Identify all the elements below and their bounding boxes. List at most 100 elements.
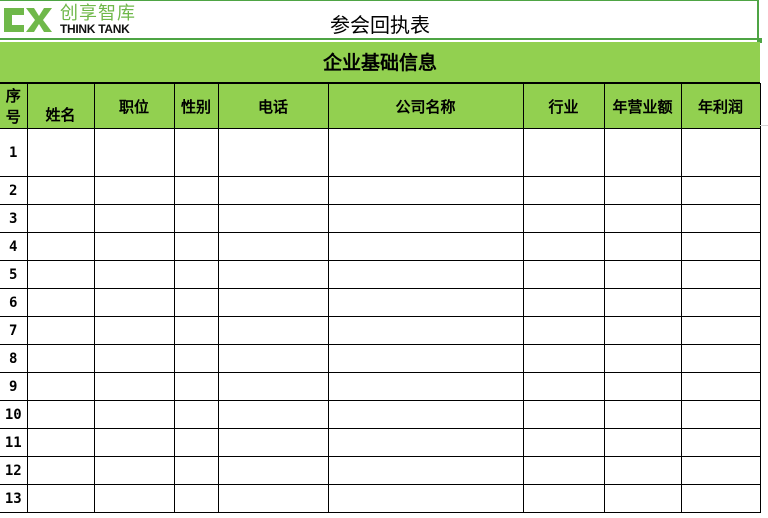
column-header[interactable]: 年利润 bbox=[680, 83, 761, 129]
table-cell[interactable] bbox=[327, 372, 524, 401]
table-cell[interactable] bbox=[327, 260, 524, 289]
table-cell[interactable] bbox=[522, 288, 605, 317]
table-cell[interactable] bbox=[217, 344, 329, 373]
table-cell[interactable] bbox=[327, 428, 524, 457]
table-cell[interactable] bbox=[327, 456, 524, 485]
table-cell[interactable] bbox=[603, 456, 682, 485]
table-cell[interactable] bbox=[217, 204, 329, 233]
table-cell[interactable] bbox=[217, 428, 329, 457]
column-header[interactable]: 行业 bbox=[522, 83, 605, 129]
table-cell[interactable] bbox=[217, 400, 329, 429]
table-cell[interactable] bbox=[93, 128, 175, 177]
column-header[interactable]: 公司名称 bbox=[327, 83, 524, 129]
table-cell[interactable] bbox=[680, 288, 761, 317]
row-number[interactable]: 10 bbox=[0, 400, 28, 429]
table-cell[interactable] bbox=[26, 456, 95, 485]
table-cell[interactable] bbox=[603, 316, 682, 345]
table-cell[interactable] bbox=[93, 400, 175, 429]
table-cell[interactable] bbox=[173, 400, 219, 429]
table-cell[interactable] bbox=[173, 316, 219, 345]
table-cell[interactable] bbox=[522, 316, 605, 345]
table-cell[interactable] bbox=[93, 484, 175, 513]
table-cell[interactable] bbox=[173, 344, 219, 373]
title-cell[interactable]: 创享智库 THINK TANK 参会回执表 bbox=[0, 0, 759, 40]
table-cell[interactable] bbox=[680, 204, 761, 233]
table-cell[interactable] bbox=[603, 128, 682, 177]
table-cell[interactable] bbox=[680, 344, 761, 373]
table-cell[interactable] bbox=[327, 176, 524, 205]
table-cell[interactable] bbox=[173, 288, 219, 317]
column-header[interactable]: 序号 bbox=[0, 83, 28, 129]
table-cell[interactable] bbox=[173, 428, 219, 457]
table-cell[interactable] bbox=[603, 400, 682, 429]
table-cell[interactable] bbox=[173, 128, 219, 177]
table-cell[interactable] bbox=[93, 176, 175, 205]
table-cell[interactable] bbox=[680, 456, 761, 485]
table-cell[interactable] bbox=[26, 400, 95, 429]
table-cell[interactable] bbox=[680, 428, 761, 457]
row-number[interactable]: 9 bbox=[0, 372, 28, 401]
row-number[interactable]: 5 bbox=[0, 260, 28, 289]
table-cell[interactable] bbox=[327, 288, 524, 317]
row-number[interactable]: 3 bbox=[0, 204, 28, 233]
column-header[interactable]: 年营业额 bbox=[603, 83, 682, 129]
table-cell[interactable] bbox=[522, 344, 605, 373]
table-cell[interactable] bbox=[217, 176, 329, 205]
table-cell[interactable] bbox=[26, 372, 95, 401]
table-cell[interactable] bbox=[680, 400, 761, 429]
table-cell[interactable] bbox=[680, 260, 761, 289]
table-cell[interactable] bbox=[217, 232, 329, 261]
table-cell[interactable] bbox=[26, 484, 95, 513]
table-cell[interactable] bbox=[93, 428, 175, 457]
table-cell[interactable] bbox=[26, 344, 95, 373]
table-cell[interactable] bbox=[327, 232, 524, 261]
table-cell[interactable] bbox=[327, 484, 524, 513]
table-cell[interactable] bbox=[522, 456, 605, 485]
section-title[interactable]: 企业基础信息 bbox=[0, 42, 760, 83]
row-number[interactable]: 13 bbox=[0, 484, 28, 513]
table-cell[interactable] bbox=[522, 400, 605, 429]
table-cell[interactable] bbox=[327, 316, 524, 345]
table-cell[interactable] bbox=[217, 484, 329, 513]
row-number[interactable]: 12 bbox=[0, 456, 28, 485]
table-cell[interactable] bbox=[217, 288, 329, 317]
table-cell[interactable] bbox=[93, 232, 175, 261]
table-cell[interactable] bbox=[217, 372, 329, 401]
table-cell[interactable] bbox=[173, 484, 219, 513]
table-cell[interactable] bbox=[93, 316, 175, 345]
table-cell[interactable] bbox=[680, 316, 761, 345]
table-cell[interactable] bbox=[173, 176, 219, 205]
table-cell[interactable] bbox=[603, 484, 682, 513]
table-cell[interactable] bbox=[93, 260, 175, 289]
table-cell[interactable] bbox=[93, 204, 175, 233]
table-cell[interactable] bbox=[26, 176, 95, 205]
table-cell[interactable] bbox=[522, 204, 605, 233]
column-header[interactable]: 姓名 bbox=[26, 83, 95, 129]
row-number[interactable]: 7 bbox=[0, 316, 28, 345]
table-cell[interactable] bbox=[173, 456, 219, 485]
table-cell[interactable] bbox=[173, 204, 219, 233]
table-cell[interactable] bbox=[603, 232, 682, 261]
table-cell[interactable] bbox=[26, 204, 95, 233]
table-cell[interactable] bbox=[327, 204, 524, 233]
table-cell[interactable] bbox=[522, 484, 605, 513]
table-cell[interactable] bbox=[522, 232, 605, 261]
table-cell[interactable] bbox=[26, 316, 95, 345]
table-cell[interactable] bbox=[26, 232, 95, 261]
table-cell[interactable] bbox=[680, 372, 761, 401]
table-cell[interactable] bbox=[93, 344, 175, 373]
table-cell[interactable] bbox=[173, 232, 219, 261]
table-cell[interactable] bbox=[603, 176, 682, 205]
table-cell[interactable] bbox=[26, 288, 95, 317]
row-number[interactable]: 1 bbox=[0, 128, 28, 177]
table-cell[interactable] bbox=[217, 316, 329, 345]
table-cell[interactable] bbox=[217, 260, 329, 289]
table-cell[interactable] bbox=[173, 372, 219, 401]
table-cell[interactable] bbox=[327, 400, 524, 429]
table-cell[interactable] bbox=[522, 260, 605, 289]
table-cell[interactable] bbox=[522, 372, 605, 401]
table-cell[interactable] bbox=[680, 128, 761, 177]
row-number[interactable]: 6 bbox=[0, 288, 28, 317]
table-cell[interactable] bbox=[26, 260, 95, 289]
table-cell[interactable] bbox=[327, 344, 524, 373]
